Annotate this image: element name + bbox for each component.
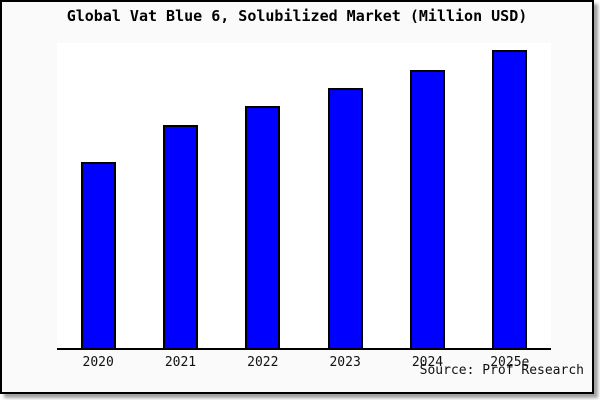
x-tick-label-2024: 2024 (411, 355, 444, 370)
x-tick-label-2023: 2023 (329, 355, 361, 370)
source-note: Source: Prof Research (419, 363, 584, 378)
bar-2021 (162, 124, 198, 348)
chart-title: Global Vat Blue 6, Solubilized Market (M… (66, 7, 528, 25)
bar-2022 (245, 105, 281, 348)
x-tick-label-2020: 2020 (82, 355, 114, 370)
bar-slot (386, 43, 468, 348)
x-axis-labels: 2020 2021 2022 2023 2024 2025e (57, 355, 551, 370)
bar-slot (304, 43, 386, 348)
x-tick-label-2025e: 2025e (490, 355, 530, 370)
bar-slot (469, 43, 551, 348)
bar-2024 (409, 69, 445, 348)
x-tick-label-2021: 2021 (164, 355, 197, 370)
bar-slot (57, 43, 139, 348)
plot-area (57, 43, 551, 350)
bar-slot (139, 43, 221, 348)
bar-2025e (492, 50, 528, 348)
bar-slot (222, 43, 304, 348)
bar-2020 (80, 162, 116, 348)
x-tick-label-2022: 2022 (247, 355, 279, 370)
bars-row (57, 43, 551, 348)
bar-2023 (327, 87, 363, 348)
